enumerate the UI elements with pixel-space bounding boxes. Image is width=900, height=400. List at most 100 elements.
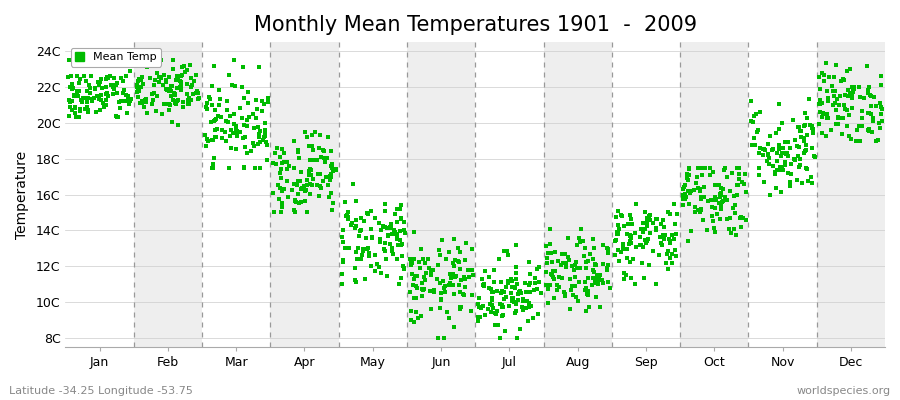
Point bbox=[752, 109, 767, 116]
Point bbox=[582, 304, 597, 310]
Point bbox=[744, 142, 759, 148]
Point bbox=[638, 237, 652, 244]
Point bbox=[658, 232, 672, 239]
Point bbox=[616, 213, 630, 219]
Point bbox=[122, 96, 136, 103]
Point bbox=[134, 77, 148, 84]
Point bbox=[139, 99, 153, 105]
Point bbox=[426, 267, 440, 274]
Point bbox=[294, 186, 309, 192]
Point bbox=[394, 240, 409, 247]
Point bbox=[65, 86, 79, 92]
Point bbox=[662, 209, 676, 216]
Point bbox=[690, 174, 705, 181]
Point bbox=[715, 192, 729, 198]
Point bbox=[182, 100, 196, 107]
Point bbox=[663, 240, 678, 246]
Point bbox=[453, 289, 467, 295]
Point bbox=[569, 294, 583, 300]
Point bbox=[458, 284, 473, 290]
Point bbox=[303, 166, 318, 172]
Point bbox=[80, 88, 94, 94]
Point bbox=[511, 291, 526, 298]
Point bbox=[875, 118, 889, 124]
Point bbox=[836, 115, 850, 121]
Point bbox=[826, 88, 841, 94]
Point bbox=[360, 246, 374, 252]
Point bbox=[63, 84, 77, 90]
Point bbox=[202, 96, 217, 102]
Point bbox=[182, 95, 196, 101]
Point bbox=[611, 208, 625, 214]
Point bbox=[649, 280, 663, 287]
Point bbox=[112, 105, 127, 112]
Point bbox=[730, 192, 744, 198]
Point bbox=[205, 136, 220, 143]
Point bbox=[135, 97, 149, 104]
Point bbox=[600, 262, 615, 268]
Point bbox=[397, 219, 411, 226]
Point bbox=[181, 96, 195, 103]
Point bbox=[799, 142, 814, 148]
Point bbox=[708, 196, 723, 202]
Point bbox=[404, 308, 419, 314]
Point bbox=[442, 249, 456, 255]
Point bbox=[813, 109, 827, 115]
Point bbox=[170, 85, 184, 91]
Point bbox=[807, 153, 822, 159]
Point bbox=[566, 292, 580, 298]
Point bbox=[392, 205, 407, 212]
Point bbox=[454, 276, 469, 283]
Point bbox=[273, 196, 287, 202]
Point bbox=[706, 218, 720, 224]
Point bbox=[156, 82, 170, 88]
Point bbox=[865, 128, 879, 135]
Point bbox=[81, 109, 95, 115]
Point bbox=[611, 246, 625, 253]
Point bbox=[714, 206, 728, 212]
Point bbox=[465, 292, 480, 298]
Point bbox=[820, 114, 834, 121]
Point bbox=[874, 82, 888, 88]
Point bbox=[349, 223, 364, 230]
Point bbox=[688, 209, 703, 215]
Point bbox=[71, 93, 86, 99]
Point bbox=[446, 270, 460, 277]
Point bbox=[670, 210, 684, 217]
Point bbox=[310, 157, 324, 164]
Point bbox=[356, 218, 371, 224]
Point bbox=[516, 298, 530, 304]
Point bbox=[813, 86, 827, 92]
Point bbox=[861, 126, 876, 133]
Point bbox=[161, 86, 176, 92]
Point bbox=[504, 290, 518, 296]
Point bbox=[267, 150, 282, 156]
Point bbox=[407, 256, 421, 262]
Point bbox=[825, 82, 840, 89]
Point bbox=[80, 106, 94, 113]
Point bbox=[496, 304, 510, 310]
Point bbox=[568, 274, 582, 281]
Point bbox=[168, 77, 183, 84]
Point bbox=[354, 214, 368, 221]
Point bbox=[587, 269, 601, 275]
Point bbox=[356, 251, 370, 258]
Point bbox=[361, 245, 375, 251]
Text: Latitude -34.25 Longitude -53.75: Latitude -34.25 Longitude -53.75 bbox=[9, 386, 193, 396]
Point bbox=[199, 143, 213, 149]
Point bbox=[779, 150, 794, 157]
Point bbox=[329, 167, 344, 174]
Point bbox=[96, 104, 111, 110]
Point bbox=[153, 74, 167, 80]
Point bbox=[65, 106, 79, 113]
Point bbox=[806, 126, 821, 132]
Point bbox=[208, 127, 222, 134]
Point bbox=[500, 248, 514, 254]
Point bbox=[248, 164, 263, 171]
Point bbox=[474, 305, 489, 311]
Point bbox=[559, 260, 573, 266]
Point bbox=[766, 163, 780, 170]
Point bbox=[784, 171, 798, 178]
Point bbox=[110, 80, 124, 86]
Point bbox=[275, 146, 290, 152]
